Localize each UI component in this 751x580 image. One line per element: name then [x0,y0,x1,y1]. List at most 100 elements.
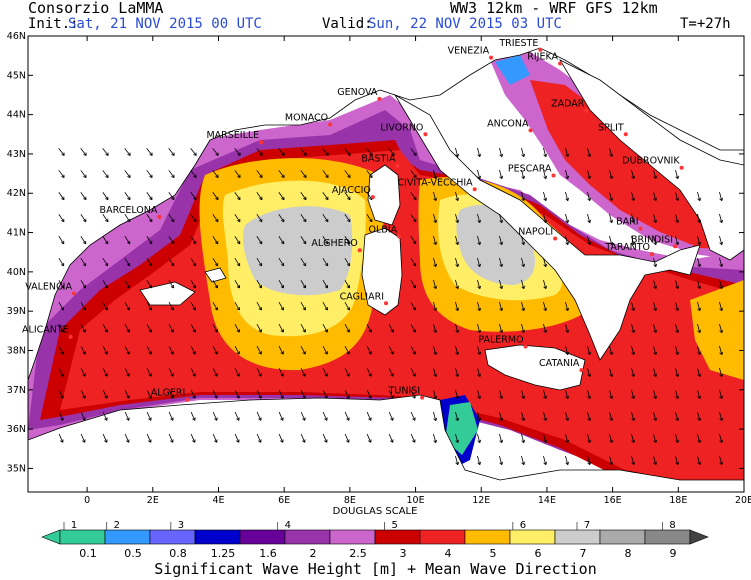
douglas-scale-value: 2 [114,520,120,531]
city-label: NAPOLI [518,226,553,237]
init-value: Sat, 21 NOV 2015 00 UTC [68,16,262,32]
legend-swatch [149,529,196,545]
city-label: ZADAR [551,99,585,110]
legend-break-label: 8 [625,547,632,560]
city-label: VALENCIA [25,281,72,292]
legend-break-label: 9 [670,547,677,560]
city-marker [68,334,73,339]
wave-direction-arrows [58,147,724,466]
city-marker [650,252,655,257]
city-marker [673,244,678,249]
douglas-scale-value: 6 [520,520,526,531]
city-label: CAGLIARI [340,291,384,302]
city-marker [558,61,563,66]
city-marker [395,163,400,168]
legend-break-label: 3 [400,547,407,560]
legend-break-label: 0.8 [169,547,187,560]
city-label: TARANTO [604,242,650,253]
lon-label: 6E [278,495,290,506]
city-label: VENEZIA [448,46,490,57]
valid-label: Valid: [322,16,373,32]
lon-label: 18E [669,495,687,506]
legend-swatch [644,529,691,545]
legend-swatch [284,529,331,545]
city-marker [71,291,76,296]
legend-swatch [374,529,421,545]
city-label: PESCARA [508,164,552,175]
city-marker [384,301,388,306]
lat-label: 36N [7,424,26,435]
douglas-scale-value: 8 [669,520,675,531]
axis-ticks: 46N 45N 44N 43N 42N 41N 40N 39N 38N 37N 36N 35N 0 2E 4… [7,31,751,506]
model-title: WW3 12km - WRF GFS 12km [450,0,658,17]
lon-label: 8E [344,495,356,506]
city-marker [472,187,477,192]
lon-label: 2E [147,495,159,506]
city-label: GENOVA [337,87,378,98]
legend-title: Significant Wave Height [m] + Mean Wave … [154,560,597,578]
legend-swatch [599,529,646,545]
lat-label: 43N [7,149,26,160]
lat-label: 39N [7,306,26,317]
city-marker [423,132,428,137]
city-label: RIJEKA [527,52,558,63]
legend-break-label: 1.6 [259,547,277,560]
legend-break-label: 7 [580,547,587,560]
city-marker [623,132,628,137]
lat-label: 45N [7,70,26,81]
legend-swatch [329,529,376,545]
organization-title: Consorzio LaMMA [28,0,164,17]
legend-swatch [59,529,106,545]
city-marker [185,397,190,402]
city-marker [157,214,162,219]
legend-break-label: 6 [535,547,542,560]
city-marker [420,395,425,400]
init-label: Init.: [28,16,79,32]
douglas-scale-value: 1 [71,520,77,531]
legend-break-label: 0.5 [124,547,142,560]
city-label: DUBROVNIK [622,156,680,167]
legend-swatch [194,529,241,545]
city-label: TRIESTE [498,38,538,49]
lat-label: 37N [7,385,26,396]
legend-break-label: 5 [490,547,497,560]
city-marker [553,236,558,241]
city-label: PALERMO [478,335,523,346]
city-marker [579,368,584,373]
city-marker [528,128,533,133]
city-marker [551,173,556,178]
legend-swatch [239,529,286,545]
city-label: CATANIA [539,358,580,369]
douglas-scale-value: 3 [178,520,184,531]
city-label: TUNISI [388,386,421,397]
city-marker [489,55,494,60]
city-label: BARI [616,217,638,228]
legend-break-label: 1.25 [211,547,236,560]
city-labels: TRIESTE VENEZIA RIJEKA GENOVA MONACO MARSEILL… [22,38,684,402]
legend-swatch [509,529,556,545]
legend-swatch [464,529,511,545]
city-marker [638,226,643,231]
city-label: LIVORNO [380,122,423,133]
city-marker [328,122,333,127]
city-label: MONACO [285,112,328,123]
city-label: BRINDISI [631,234,673,245]
map-frame [27,35,745,493]
city-label: OLBIA [369,224,398,235]
city-marker [523,344,528,349]
lat-label: 38N [7,345,26,356]
legend-break-label: 2 [310,547,317,560]
city-label: ALGERI [151,388,186,399]
lon-label: 20E [735,495,751,506]
legend-min-arrow [41,529,61,545]
land-masses [28,36,744,492]
lon-label: 12E [472,495,490,506]
city-label: ALICANTE [22,325,69,336]
city-label: ALGHERO [311,238,357,249]
lat-label: 35N [7,463,26,474]
city-marker [377,96,382,101]
city-label: BASTIA [361,154,396,165]
city-marker [679,165,684,170]
color-legend: 0.1 0.5 0.8 1.25 1.6 2 2.5 3 4 5 6 7 8 9 DOUGLAS SCALE… [41,506,709,560]
douglas-scale-title: DOUGLAS SCALE [333,506,418,517]
